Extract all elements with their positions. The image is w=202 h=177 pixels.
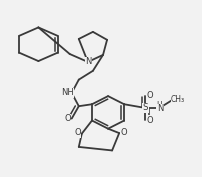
Text: N: N	[157, 104, 163, 113]
Text: N: N	[85, 58, 92, 66]
Text: O: O	[147, 116, 153, 125]
Text: S: S	[143, 104, 148, 112]
Text: H: H	[157, 101, 162, 110]
Text: O: O	[147, 91, 153, 100]
Text: O: O	[64, 114, 71, 123]
Text: O: O	[120, 128, 127, 137]
Text: CH₃: CH₃	[171, 95, 185, 104]
Text: O: O	[75, 128, 81, 137]
Text: NH: NH	[61, 88, 74, 97]
